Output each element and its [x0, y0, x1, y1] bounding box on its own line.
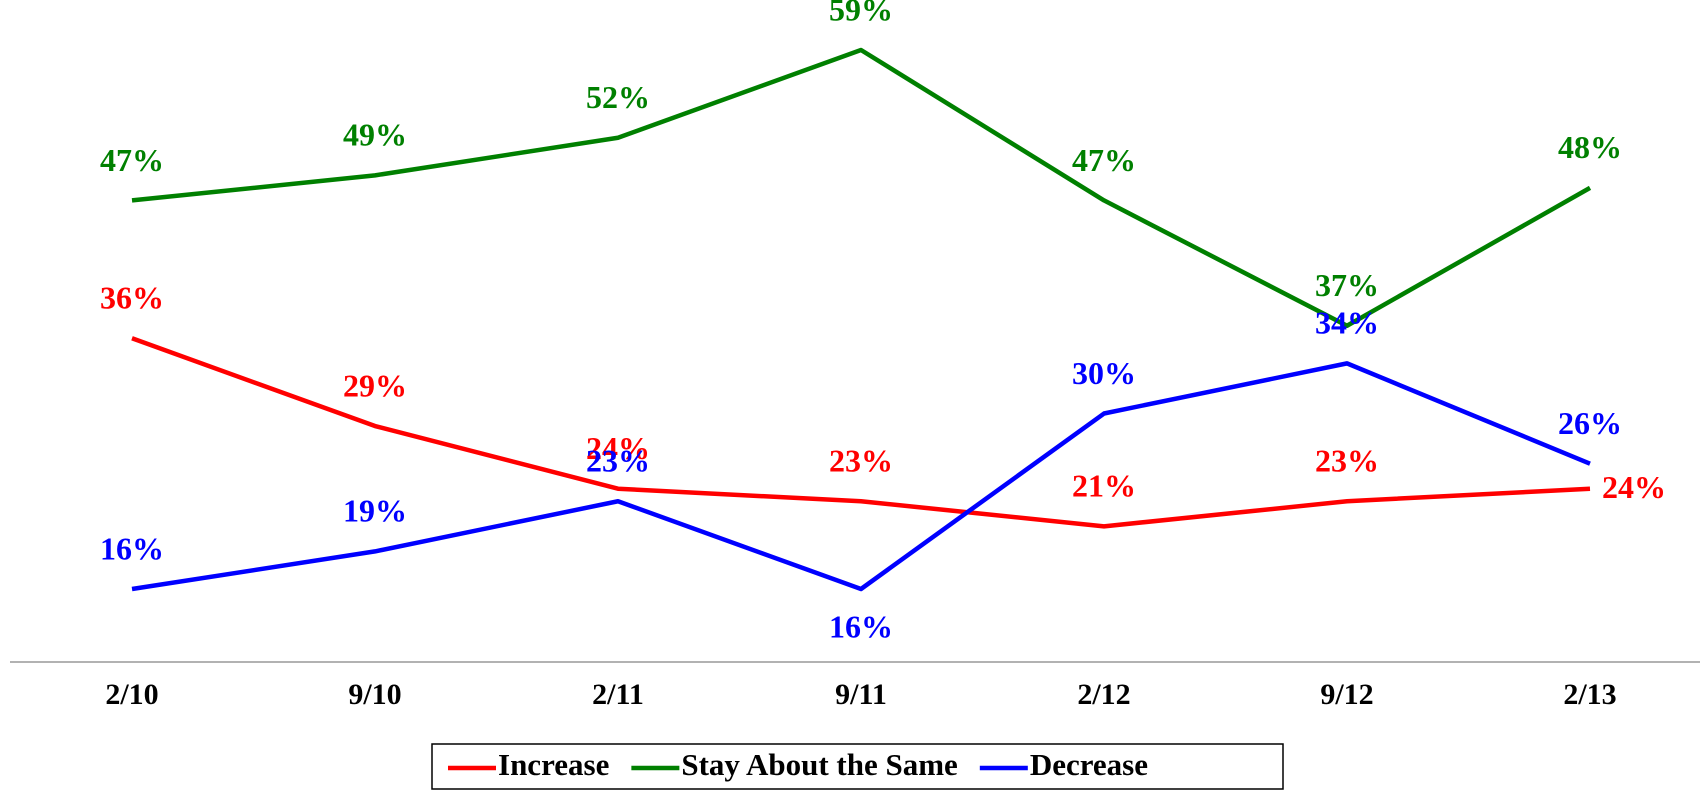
data-label: 48% [1558, 129, 1622, 165]
legend-label: Increase [498, 747, 609, 782]
data-label: 21% [1072, 468, 1136, 504]
data-label: 29% [343, 367, 407, 403]
series-line [131, 47, 1592, 329]
data-label: 23% [586, 443, 650, 479]
data-label: 49% [343, 117, 407, 153]
x-tick-label: 2/10 [105, 678, 158, 711]
x-tick-label: 2/13 [1563, 678, 1616, 711]
data-label: 30% [1072, 355, 1136, 391]
data-label: 52% [586, 79, 650, 115]
x-tick-label: 2/11 [592, 678, 644, 711]
data-label: 16% [100, 530, 164, 566]
data-label: 26% [1558, 405, 1622, 441]
legend-box [431, 743, 1284, 790]
series-line [131, 361, 1591, 592]
data-label: 47% [100, 142, 164, 178]
legend-label: Stay About the Same [681, 747, 957, 782]
series-line [131, 336, 1591, 529]
data-label: 37% [1315, 267, 1379, 303]
x-tick-label: 2/12 [1077, 678, 1130, 711]
legend-label: Decrease [1030, 747, 1148, 782]
x-tick-label: 9/11 [835, 678, 887, 711]
data-label: 47% [1072, 142, 1136, 178]
data-label: 16% [829, 608, 893, 644]
data-label: 24% [586, 430, 650, 466]
x-tick-label: 9/10 [348, 678, 401, 711]
data-label: 23% [1315, 443, 1379, 479]
x-tick-label: 9/12 [1320, 678, 1373, 711]
data-label: 24% [1602, 469, 1666, 505]
data-label: 34% [1315, 305, 1379, 341]
data-label: 36% [100, 280, 164, 316]
data-label: 59% [829, 0, 893, 27]
data-label: 19% [343, 493, 407, 529]
data-label: 23% [829, 443, 893, 479]
